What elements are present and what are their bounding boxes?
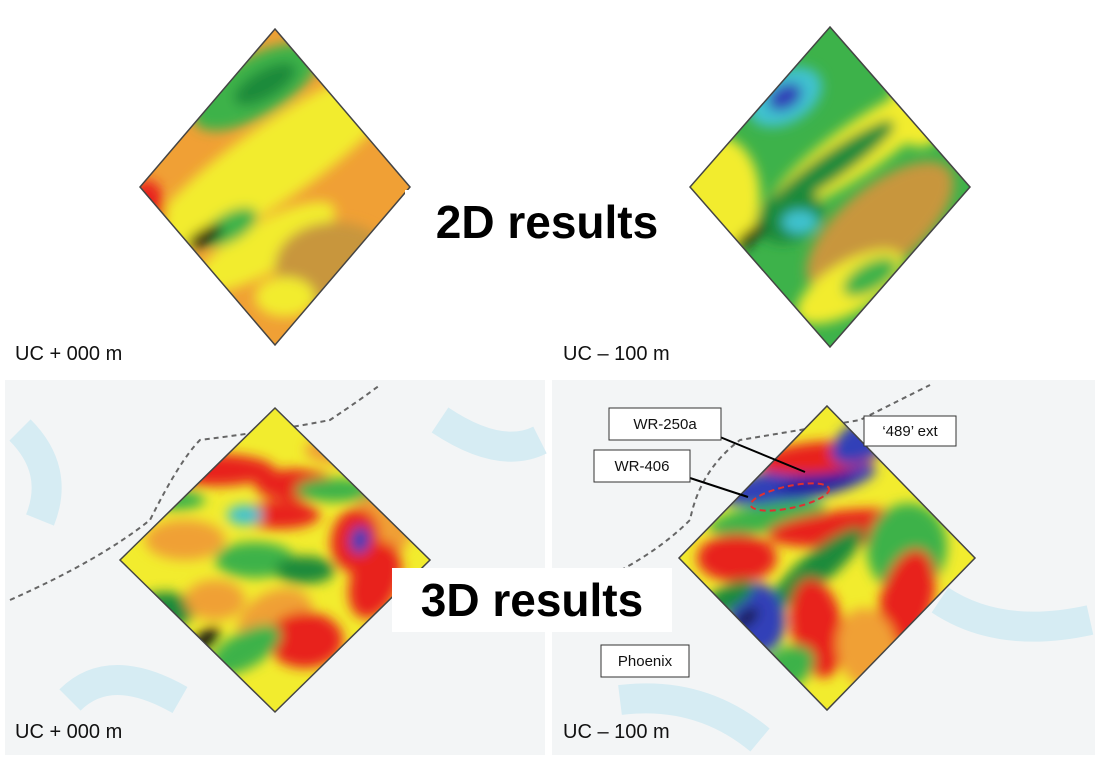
road	[579, 384, 931, 591]
map-blob	[734, 223, 766, 251]
map-blob	[227, 505, 263, 525]
map-panel	[690, 27, 970, 347]
map-blob	[890, 67, 950, 147]
map-panel	[140, 29, 410, 345]
map-blob	[264, 88, 366, 166]
map-blob	[140, 180, 165, 244]
map-blob	[349, 526, 371, 554]
lake	[9, 407, 1094, 752]
map-blob	[777, 470, 857, 496]
map-blob	[267, 612, 343, 668]
map-border	[139, 27, 411, 347]
heading-box	[405, 190, 690, 254]
map-blob	[697, 534, 777, 582]
map-blob	[215, 542, 295, 578]
callout-box	[863, 415, 957, 447]
map-blob	[187, 224, 223, 250]
map-blob	[194, 201, 336, 293]
arrow	[719, 436, 806, 473]
map-border	[677, 404, 977, 712]
road	[9, 384, 381, 601]
map-blob	[707, 500, 827, 536]
map-blob	[145, 520, 225, 560]
map-blob	[209, 624, 281, 676]
map-blob	[255, 277, 315, 317]
callout-box	[608, 407, 722, 441]
caption: UC – 100 m	[563, 721, 670, 743]
map-blob	[233, 62, 297, 106]
map-blob	[806, 161, 954, 293]
callout: Phoenix	[618, 653, 673, 670]
callouts: WR-250a WR-406 ‘489’ ext Phoenix	[593, 407, 957, 678]
map-blob	[769, 527, 865, 609]
map-blob	[185, 580, 245, 620]
caption: UC + 000 m	[15, 343, 122, 365]
callout: WR-250a	[633, 416, 697, 433]
map-blob	[240, 501, 320, 529]
highlight	[749, 482, 831, 512]
map-blob	[768, 83, 802, 111]
heading-box	[392, 568, 672, 632]
map-border	[689, 25, 971, 349]
map-blob	[782, 210, 818, 234]
callout: WR-406	[614, 458, 669, 475]
callout: ‘489’ ext	[882, 423, 938, 440]
caption: UC + 000 m	[15, 721, 122, 743]
arrow	[689, 477, 749, 498]
heading: 3D results	[421, 574, 643, 626]
heading: 2D results	[436, 196, 658, 248]
map-border	[118, 406, 432, 714]
callout-box	[593, 449, 691, 483]
caption: UC – 100 m	[563, 343, 670, 365]
callout-box	[600, 644, 690, 678]
map-blob	[843, 257, 897, 297]
map-blob	[275, 556, 335, 584]
map-blob	[348, 541, 402, 619]
